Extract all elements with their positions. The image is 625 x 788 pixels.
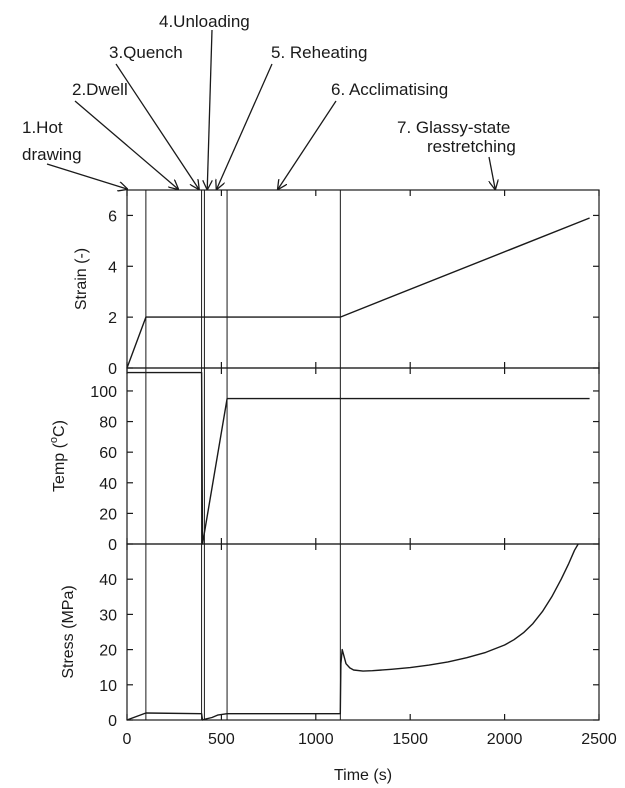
temp-ytick-label: 80 (99, 415, 117, 432)
annotation-label-1: 1.Hot (22, 118, 63, 137)
strain-ytick-label: 6 (108, 208, 117, 225)
temp-ytick-label: 40 (99, 476, 117, 493)
temp-ytick-label: 100 (90, 384, 117, 401)
strain-ytick-label: 2 (108, 310, 117, 327)
stress-ytick-label: 20 (99, 643, 117, 660)
annotation-arrow-5 (217, 63, 273, 189)
annotation-label-3: 3.Quench (109, 43, 183, 62)
stress-ylabel: Stress (MPa) (60, 585, 77, 678)
temp-panel: Temp (oC) (48, 367, 600, 545)
annotation-arrow-7 (488, 156, 495, 189)
annotation-label-4: 4.Unloading (159, 12, 250, 31)
annotation-label-5: 5. Reheating (271, 43, 367, 62)
xtick-label: 1500 (392, 731, 428, 748)
stress-ytick-label: 40 (99, 572, 117, 589)
strain-ytick-label: 4 (108, 259, 117, 276)
temp-ytick-label: 60 (99, 445, 117, 462)
temp-ytick-label: 0 (108, 537, 117, 554)
stress-frame (126, 543, 600, 721)
phase-boundary-lines (145, 190, 341, 720)
xtick-label: 500 (208, 731, 235, 748)
annotation-arrow-2 (74, 100, 178, 189)
stress-ytick-label: 0 (108, 713, 117, 730)
data-curves (126, 217, 590, 721)
strain-ylabel: Strain (-) (73, 248, 90, 310)
annotation-label-7b: restretching (427, 137, 516, 156)
xtick-label: 2000 (487, 731, 523, 748)
temp-frame (126, 367, 600, 545)
annotation-label-6: 6. Acclimatising (331, 80, 448, 99)
xtick-label: 0 (123, 731, 132, 748)
annotation-arrow-1 (46, 163, 127, 189)
stress-series-line-0 (126, 543, 579, 721)
strain-frame (126, 189, 600, 369)
stress-panel: Stress (MPa) Time (s) (60, 543, 600, 784)
annotation-arrow-4 (207, 29, 213, 189)
xtick-label: 1000 (298, 731, 334, 748)
x-axis-label: Time (s) (334, 767, 392, 784)
annotation-arrow-3 (115, 63, 199, 189)
xtick-label: 2500 (581, 731, 617, 748)
annotation-arrow-6 (278, 100, 337, 189)
stress-ytick-label: 10 (99, 678, 117, 695)
annotation-label-7: 7. Glassy-state (397, 118, 510, 137)
annotation-arrows (46, 29, 495, 189)
temp-ylabel: Temp (oC) (48, 420, 68, 492)
strain-ytick-label: 0 (108, 361, 117, 378)
strain-panel: Strain (-) (73, 189, 600, 369)
stress-ytick-label: 30 (99, 607, 117, 624)
temp-ytick-label: 20 (99, 506, 117, 523)
phase-annotations: 1.Hot drawing 2.Dwell 3.Quench 4.Unloadi… (22, 12, 516, 164)
strain-series-line-0 (126, 217, 590, 369)
annotation-label-1b: drawing (22, 145, 82, 164)
annotation-label-2: 2.Dwell (72, 80, 128, 99)
temp-series-line-0 (127, 371, 590, 545)
